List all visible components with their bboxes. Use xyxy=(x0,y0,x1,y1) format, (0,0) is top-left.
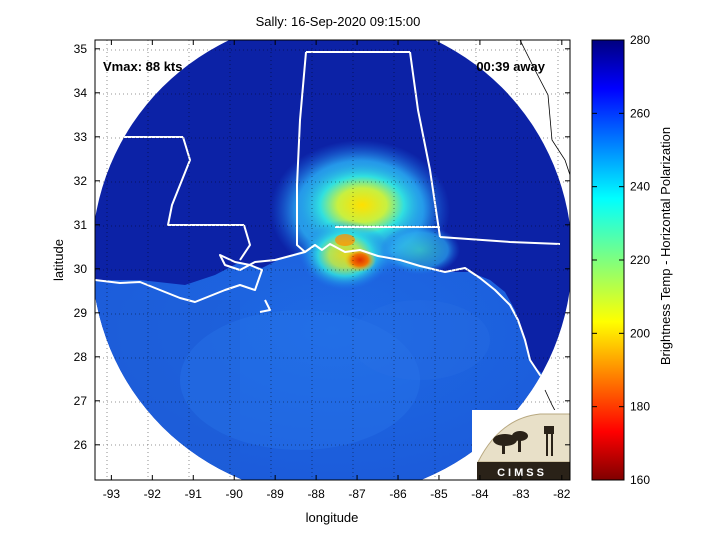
time-away-label: 00:39 away xyxy=(476,59,545,74)
x-tick-label: -87 xyxy=(348,487,366,501)
x-tick-label: -93 xyxy=(103,487,121,501)
colorbar-gradient xyxy=(591,39,625,481)
cimss-logo-text: CIMSS xyxy=(497,467,547,479)
y-tick-label: 26 xyxy=(74,438,88,452)
colorbar-tick-label: 220 xyxy=(630,253,650,267)
y-tick-label: 28 xyxy=(74,350,88,364)
colorbar-ticks: 280 260 240 220 200 180 160 xyxy=(592,33,650,487)
x-axis-label: longitude xyxy=(306,510,359,525)
y-tick-label: 30 xyxy=(74,262,88,276)
y-tick-label: 34 xyxy=(74,86,88,100)
x-tick-label: -89 xyxy=(267,487,285,501)
y-tick-label: 27 xyxy=(74,394,88,408)
colorbar-tick-label: 160 xyxy=(630,473,650,487)
state-boundaries xyxy=(95,51,561,386)
x-axis-ticks: -93 -92 -91 -90 -89 -88 -87 -86 -85 -84 -83 -82 xyxy=(103,40,571,501)
y-tick-label: 29 xyxy=(74,306,88,320)
x-tick-label: -83 xyxy=(512,487,530,501)
x-tick-label: -92 xyxy=(144,487,162,501)
grid-lines xyxy=(95,40,570,480)
x-tick-label: -91 xyxy=(185,487,203,501)
y-tick-label: 32 xyxy=(74,174,88,188)
cimss-logo: CIMSS xyxy=(472,410,570,480)
colorbar: 280 260 240 220 200 180 160 Brightness Temp - … xyxy=(591,33,673,487)
y-tick-label: 35 xyxy=(74,42,88,56)
plot-title: Sally: 16-Sep-2020 09:15:00 xyxy=(256,14,421,29)
colorbar-tick-label: 240 xyxy=(630,180,650,194)
x-tick-label: -84 xyxy=(471,487,489,501)
colorbar-tick-label: 260 xyxy=(630,106,650,120)
colorbar-tick-label: 180 xyxy=(630,400,650,414)
vmax-label: Vmax: 88 kts xyxy=(103,59,183,74)
x-tick-label: -88 xyxy=(307,487,325,501)
colorbar-tick-label: 280 xyxy=(630,33,650,47)
y-axis-ticks: 26 27 28 29 30 31 32 33 34 35 xyxy=(74,42,570,452)
x-tick-label: -82 xyxy=(553,487,571,501)
x-tick-label: -86 xyxy=(389,487,407,501)
plot-frame xyxy=(94,39,571,481)
x-tick-label: -85 xyxy=(430,487,448,501)
y-tick-label: 31 xyxy=(74,218,88,232)
storm-cold-core xyxy=(344,248,376,272)
plot-area: CIMSS Vmax: 88 kts 00:39 away xyxy=(95,40,570,480)
x-tick-label: -90 xyxy=(226,487,244,501)
y-tick-label: 33 xyxy=(74,130,88,144)
colorbar-tick-label: 200 xyxy=(630,326,650,340)
colorbar-label: Brightness Temp - Horizontal Polarizatio… xyxy=(658,127,673,365)
y-axis-label: latitude xyxy=(51,239,66,281)
